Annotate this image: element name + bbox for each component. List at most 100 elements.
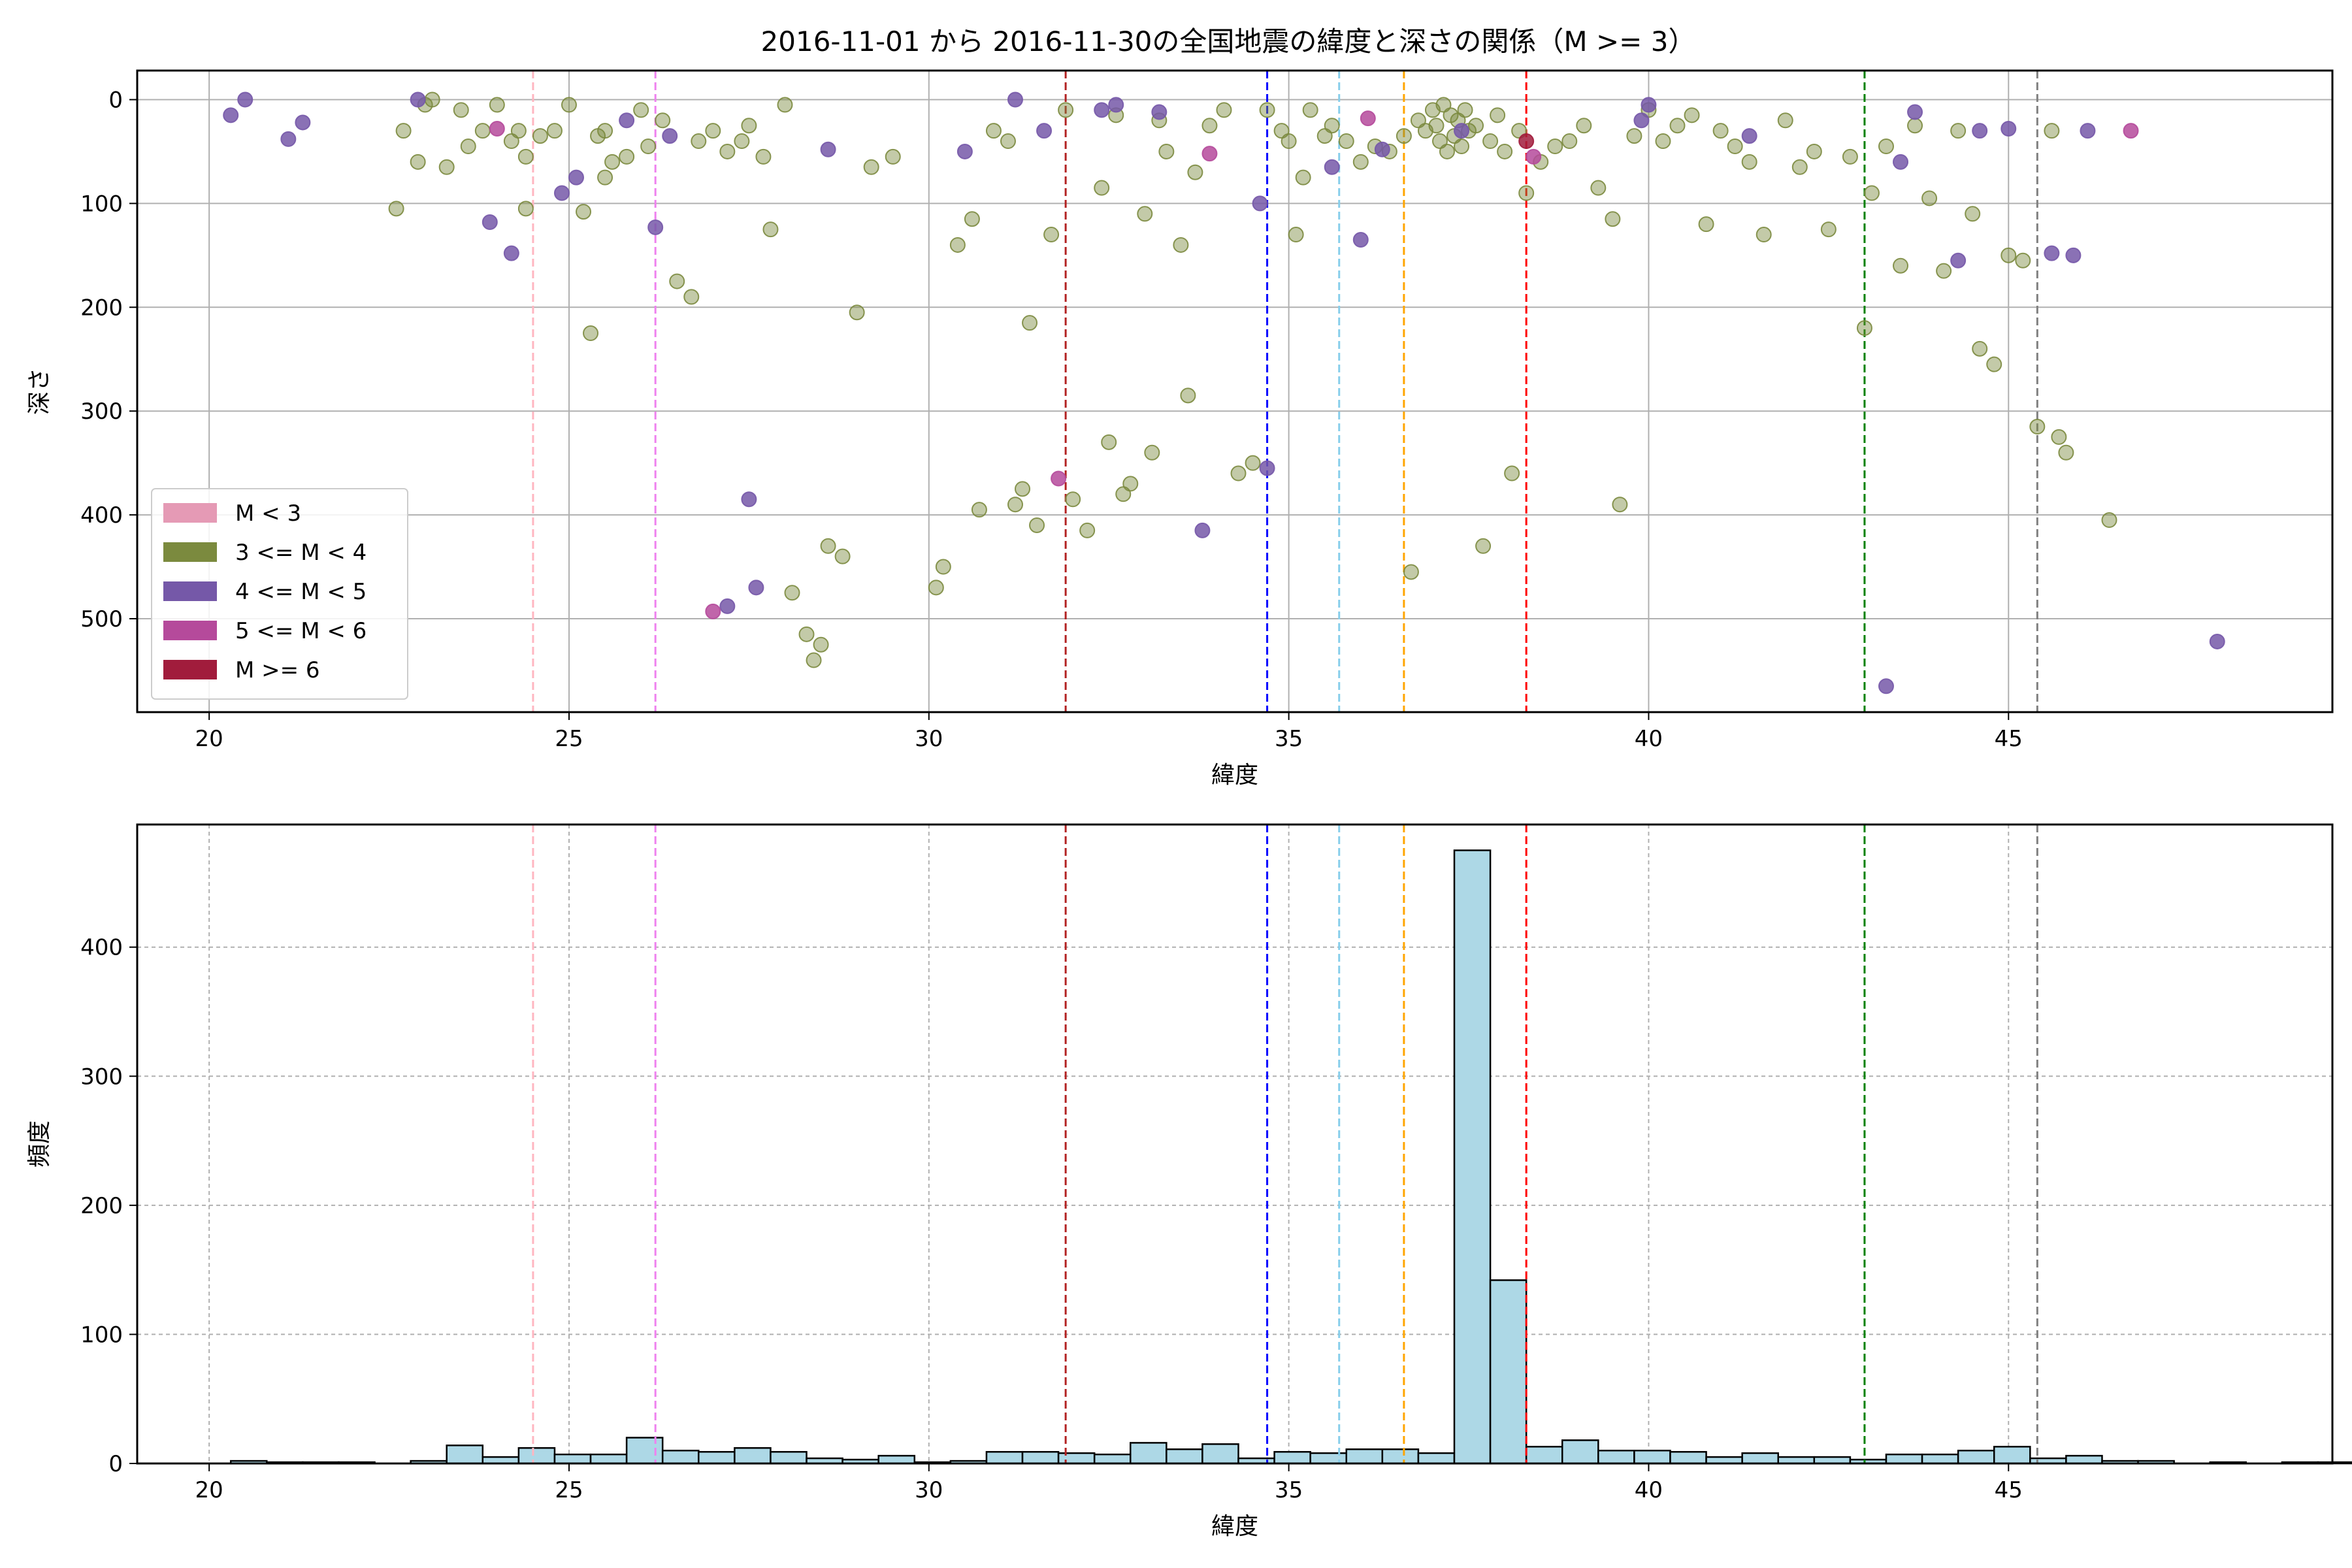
scatter-point xyxy=(885,148,901,165)
scatter-point xyxy=(1051,470,1067,487)
scatter-point xyxy=(849,304,865,321)
scatter-plot-frame xyxy=(136,69,2334,713)
scatter-point xyxy=(1950,252,1967,269)
scatter-point xyxy=(669,273,685,289)
legend-box xyxy=(151,488,408,700)
histogram-y-tick-label: 0 xyxy=(108,1451,123,1477)
scatter-point xyxy=(1626,128,1642,144)
scatter-point xyxy=(748,580,764,596)
scatter-point xyxy=(453,102,469,118)
legend-swatch xyxy=(163,581,217,601)
scatter-point xyxy=(1655,133,1671,150)
scatter-point xyxy=(1201,118,1218,134)
scatter-point xyxy=(1482,133,1499,150)
scatter-point xyxy=(971,502,987,518)
scatter-reference-lines xyxy=(532,71,2038,712)
scatter-point xyxy=(619,148,635,165)
scatter-point xyxy=(820,141,836,157)
scatter-point xyxy=(2001,247,2017,263)
scatter-point xyxy=(1201,146,1218,162)
scatter-point xyxy=(633,102,649,118)
scatter-point xyxy=(2065,247,2082,263)
scatter-point xyxy=(1526,148,1542,165)
histogram-bars xyxy=(229,849,2352,1465)
scatter-point xyxy=(985,123,1002,139)
scatter-point xyxy=(1454,123,1470,139)
histogram-y-tick-label: 400 xyxy=(80,935,123,961)
scatter-point xyxy=(1641,97,1657,113)
scatter-point xyxy=(1108,97,1124,113)
scatter-point xyxy=(568,169,584,186)
scatter-point xyxy=(1457,102,1473,118)
scatter-y-tick-label: 0 xyxy=(108,87,123,113)
scatter-point xyxy=(561,97,577,113)
scatter-point xyxy=(705,603,721,619)
scatter-point xyxy=(532,128,548,144)
histogram-plot-frame xyxy=(136,823,2334,1465)
scatter-point xyxy=(1820,221,1837,238)
scatter-x-axis-label: 緯度 xyxy=(1211,762,1258,789)
scatter-point xyxy=(1468,118,1484,134)
scatter-point xyxy=(1173,237,1189,253)
scatter-point xyxy=(1863,185,1880,201)
scatter-point xyxy=(1079,522,1096,538)
scatter-point xyxy=(1490,107,1506,123)
scatter-point xyxy=(1633,112,1650,129)
scatter-y-tick-label: 200 xyxy=(80,295,123,321)
histogram-bar xyxy=(1166,1448,1203,1465)
histogram-x-tick-label: 25 xyxy=(555,1477,583,1503)
scatter-point xyxy=(489,97,505,113)
scatter-point xyxy=(719,598,736,614)
histogram-bar xyxy=(661,1449,700,1465)
histogram-bar xyxy=(1561,1439,1599,1465)
histogram-bar xyxy=(1273,1450,1311,1465)
histogram-bar xyxy=(2065,1454,2103,1465)
scatter-point xyxy=(719,143,736,159)
scatter-point xyxy=(1029,517,1045,533)
histogram-bar xyxy=(985,1450,1024,1465)
histogram-bar xyxy=(1021,1450,1060,1465)
scatter-x-tick-label: 30 xyxy=(915,726,943,752)
histogram-bar xyxy=(1417,1452,1456,1465)
scatter-x-tick-label: 25 xyxy=(555,726,583,752)
histogram-bar xyxy=(1957,1449,1995,1465)
scatter-point xyxy=(1878,138,1894,154)
scatter-point xyxy=(1986,356,2002,372)
scatter-point xyxy=(1454,138,1470,154)
scatter-point xyxy=(1684,107,1700,123)
scatter-point xyxy=(597,123,613,139)
histogram-bar xyxy=(1525,1446,1563,1465)
scatter-point xyxy=(1137,206,1153,222)
scatter-point xyxy=(1936,263,1952,279)
scatter-point xyxy=(517,201,534,217)
scatter-point xyxy=(1360,110,1376,127)
scatter-point xyxy=(798,626,815,642)
scatter-point xyxy=(1352,154,1369,170)
scatter-point xyxy=(1288,227,1304,243)
histogram-axis-ticks: 20 25 30 35 40 45 0 100 200 300 400 xyxy=(80,935,2023,1503)
scatter-point xyxy=(1547,138,1563,154)
scatter-point xyxy=(1252,195,1268,212)
histogram-bar xyxy=(589,1453,628,1465)
scatter-point xyxy=(762,221,779,238)
scatter-point xyxy=(956,143,973,159)
histogram-y-tick-label: 200 xyxy=(80,1193,123,1219)
scatter-point xyxy=(1497,143,1513,159)
scatter-point xyxy=(1187,164,1203,180)
scatter-point xyxy=(1094,102,1110,118)
scatter-point xyxy=(1756,227,1772,243)
scatter-point xyxy=(691,133,707,150)
scatter-point xyxy=(640,138,657,154)
scatter-point xyxy=(1101,434,1117,450)
scatter-point xyxy=(1612,497,1628,513)
legend-swatch xyxy=(163,503,217,523)
scatter-point xyxy=(1806,143,1822,159)
scatter-point xyxy=(1972,123,1988,139)
scatter-panel: 20 25 30 35 40 45 0 100 200 300 400 500 緯度 深さ M < 3… xyxy=(26,69,2334,789)
scatter-point xyxy=(1144,444,1160,461)
scatter-point xyxy=(2001,120,2017,137)
chart-title: 2016-11-01 から 2016-11-30の全国地震の緯度と深さの関係（M… xyxy=(761,25,1696,57)
legend-label: 4 <= M < 5 xyxy=(235,579,367,605)
scatter-point xyxy=(1878,678,1894,694)
scatter-point xyxy=(2123,123,2139,139)
